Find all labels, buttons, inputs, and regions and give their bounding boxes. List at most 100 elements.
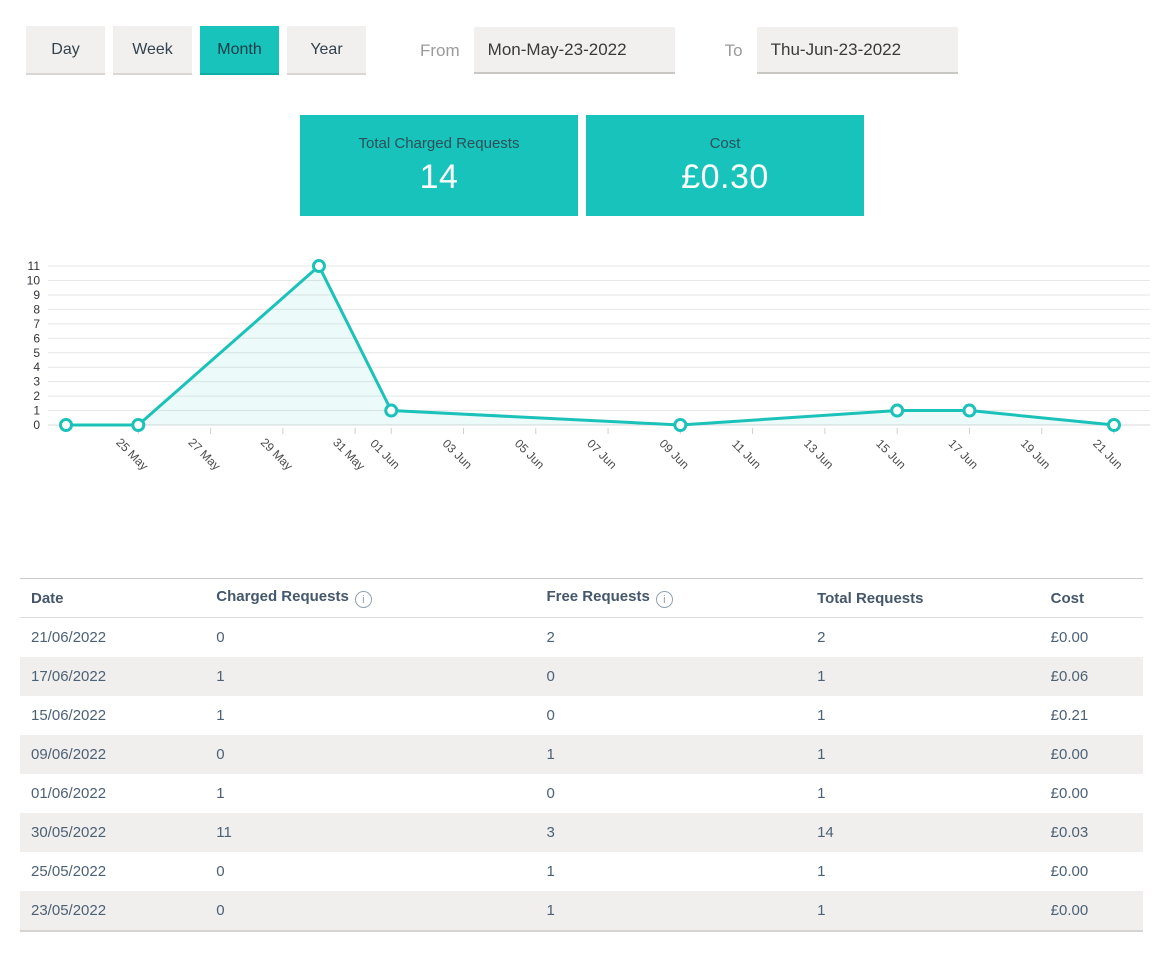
table-row: 01/06/2022 1 0 1 £0.00 (20, 774, 1143, 813)
column-header-cost: Cost (1050, 589, 1084, 607)
table-row: 17/06/2022 1 0 1 £0.06 (20, 657, 1143, 696)
table-cell: 1 (817, 707, 826, 724)
svg-text:25 May: 25 May (113, 435, 151, 473)
column-header-date: Date (31, 589, 64, 607)
column-header-total-requests: Total Requests (817, 589, 924, 607)
table-cell: 01/06/2022 (31, 785, 107, 802)
svg-text:5: 5 (33, 346, 40, 360)
usage-chart-area: 0 1 2 3 4 5 6 7 8 9 10 11 25 May 27 May 29 May 31 May 01… (0, 250, 1162, 490)
svg-text:7: 7 (33, 317, 40, 331)
table-cell: 25/05/2022 (31, 863, 107, 880)
table-cell: 14 (817, 824, 834, 841)
usage-table: Date Charged Requests i Free Requests i To… (20, 578, 1143, 932)
table-cell: 1 (817, 746, 826, 763)
to-label: To (724, 40, 743, 60)
table-row: 25/05/2022 0 1 1 £0.00 (20, 852, 1143, 891)
table-cell: 1 (546, 863, 555, 880)
table-cell: 0 (216, 863, 225, 880)
table-row: 30/05/2022 11 3 14 £0.03 (20, 813, 1143, 852)
range-button-year[interactable]: Year (287, 26, 366, 75)
svg-text:11 Jun: 11 Jun (729, 437, 764, 472)
svg-text:8: 8 (33, 302, 40, 316)
table-cell: 1 (546, 902, 555, 919)
table-cell: 30/05/2022 (31, 824, 107, 841)
card-value: £0.30 (681, 157, 769, 196)
svg-text:01 Jun: 01 Jun (367, 436, 402, 471)
table-row: 21/06/2022 0 2 2 £0.00 (20, 618, 1143, 657)
table-cell: 1 (216, 785, 225, 802)
svg-text:13 Jun: 13 Jun (801, 436, 836, 471)
svg-text:9: 9 (33, 288, 40, 302)
table-cell: 0 (216, 746, 225, 763)
svg-text:19 Jun: 19 Jun (1018, 436, 1053, 471)
card-label: Total Charged Requests (358, 134, 520, 152)
to-date-input[interactable] (756, 27, 958, 74)
table-cell: £0.00 (1050, 629, 1089, 646)
summary-cards: Total Charged Requests 14 Cost £0.30 (300, 115, 1162, 216)
svg-text:10: 10 (27, 274, 41, 288)
range-button-month[interactable]: Month (200, 26, 279, 75)
table-cell: £0.06 (1050, 668, 1089, 685)
table-cell: 1 (817, 668, 826, 685)
table-cell: 17/06/2022 (31, 668, 107, 685)
table-cell: 11 (216, 824, 232, 841)
table-row: 09/06/2022 0 1 1 £0.00 (20, 735, 1143, 774)
range-button-week[interactable]: Week (113, 26, 192, 75)
range-button-day[interactable]: Day (26, 26, 105, 75)
table-cell: 0 (546, 785, 555, 802)
column-header-free-requests: Free Requests i (535, 588, 806, 608)
info-icon[interactable]: i (655, 591, 673, 608)
total-charged-requests-card: Total Charged Requests 14 (300, 115, 578, 216)
table-row: 23/05/2022 0 1 1 £0.00 (20, 891, 1143, 930)
info-icon[interactable]: i (354, 591, 372, 608)
svg-text:3: 3 (33, 375, 40, 389)
table-cell: 09/06/2022 (31, 746, 107, 763)
table-cell: £0.21 (1050, 707, 1089, 724)
table-cell: 0 (216, 902, 225, 919)
svg-text:1: 1 (33, 404, 40, 418)
svg-text:31 May: 31 May (330, 435, 368, 473)
card-value: 14 (419, 157, 459, 196)
table-cell: 0 (546, 707, 555, 724)
table-cell: £0.00 (1050, 785, 1089, 802)
table-header-row: Date Charged Requests i Free Requests i To… (20, 579, 1143, 618)
table-cell: 1 (546, 746, 555, 763)
svg-text:2: 2 (33, 389, 40, 403)
card-label: Cost (709, 134, 741, 152)
table-cell: 0 (546, 668, 555, 685)
table-cell: 0 (216, 629, 225, 646)
svg-text:0: 0 (33, 418, 40, 432)
svg-text:21 Jun: 21 Jun (1090, 436, 1125, 471)
from-label: From (420, 40, 460, 60)
svg-text:27 May: 27 May (186, 435, 224, 473)
table-cell: 21/06/2022 (31, 629, 107, 646)
table-cell: £0.00 (1050, 902, 1089, 919)
svg-text:4: 4 (33, 360, 40, 374)
svg-text:11: 11 (28, 259, 41, 273)
svg-text:03 Jun: 03 Jun (440, 436, 475, 471)
table-cell: £0.00 (1050, 746, 1089, 763)
table-cell: 15/06/2022 (31, 707, 107, 724)
table-cell: 1 (216, 707, 225, 724)
table-cell: 3 (546, 824, 555, 841)
svg-text:09 Jun: 09 Jun (656, 436, 691, 471)
column-header-charged-requests: Charged Requests i (205, 588, 535, 608)
table-cell: 2 (546, 629, 555, 646)
from-date-input[interactable] (473, 27, 675, 74)
svg-text:6: 6 (33, 331, 40, 345)
svg-text:07 Jun: 07 Jun (584, 436, 619, 471)
svg-text:17 Jun: 17 Jun (946, 436, 981, 471)
svg-text:29 May: 29 May (258, 435, 296, 473)
table-cell: £0.00 (1050, 863, 1089, 880)
controls-bar: Day Week Month Year From To (0, 0, 1162, 75)
table-cell: £0.03 (1050, 824, 1089, 841)
table-cell: 23/05/2022 (31, 902, 107, 919)
table-row: 15/06/2022 1 0 1 £0.21 (20, 696, 1143, 735)
table-cell: 1 (216, 668, 225, 685)
table-cell: 1 (817, 902, 826, 919)
table-body: 21/06/2022 0 2 2 £0.00 17/06/2022 1 0 1 £0.06 15/0… (20, 618, 1143, 930)
table-cell: 1 (817, 785, 826, 802)
svg-text:05 Jun: 05 Jun (512, 436, 547, 471)
